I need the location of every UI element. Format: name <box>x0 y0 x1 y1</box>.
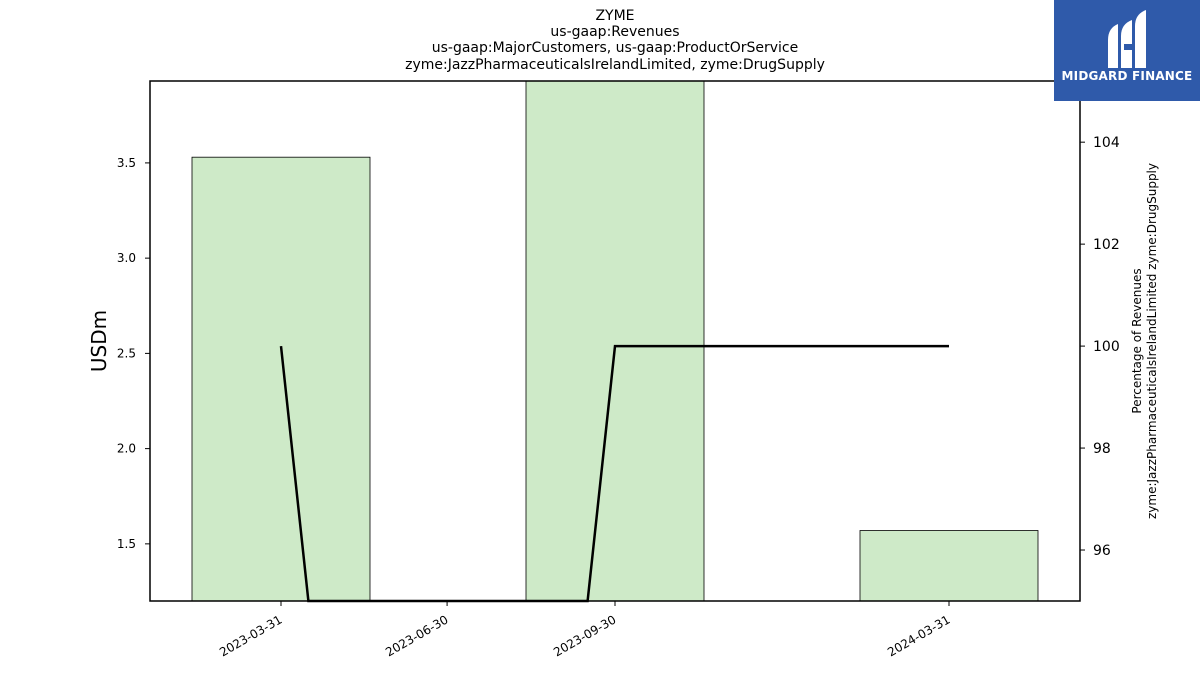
y2-tick-label-96: 96 <box>1093 543 1111 559</box>
y2-tick-label-100: 100 <box>1093 339 1120 355</box>
chart-title-line-4: zyme:JazzPharmaceuticalsIrelandLimited, … <box>405 57 825 73</box>
chart-title-line-2: us-gaap:Revenues <box>550 24 679 40</box>
midgard-logo-icon <box>1108 10 1146 68</box>
y-axis-left: 1.5 2.0 2.5 3.0 3.5 <box>117 156 150 551</box>
x-tick-label-2023-03-31: 2023-03-31 <box>217 612 284 659</box>
bar-2024-03-31 <box>859 530 1039 602</box>
y-axis-label-right-line-1: Percentage of Revenues <box>1130 268 1144 413</box>
chart-title-block: ZYME us-gaap:Revenues us-gaap:MajorCusto… <box>405 8 825 73</box>
bar-2023-09-30 <box>525 80 705 602</box>
x-tick-label-2023-06-30: 2023-06-30 <box>383 612 450 659</box>
x-tick-label-2024-03-31: 2024-03-31 <box>885 612 952 659</box>
y2-tick-label-98: 98 <box>1093 441 1111 457</box>
logo-text: MIDGARD FINANCE <box>1061 69 1193 83</box>
y-tick-label-2.5: 2.5 <box>117 346 136 360</box>
y-axis-label-right: Percentage of Revenues zyme:JazzPharmace… <box>1130 163 1159 519</box>
y-tick-label-3: 3.0 <box>117 251 136 265</box>
y2-tick-label-102: 102 <box>1093 237 1120 253</box>
bar-2023-03-31 <box>191 156 371 602</box>
chart-title-line-1: ZYME <box>595 8 634 24</box>
y2-tick-label-104: 104 <box>1093 135 1120 151</box>
x-axis: 2023-03-31 2023-06-30 2023-09-30 2024-03-31 <box>217 601 953 659</box>
y-axis-label-left: USDm <box>87 310 111 372</box>
x-tick-label-2023-09-30: 2023-09-30 <box>551 612 618 659</box>
y-tick-label-2: 2.0 <box>117 442 136 456</box>
y-axis-right: 96 98 100 102 104 <box>1080 135 1120 559</box>
bars-layer <box>191 80 1039 602</box>
midgard-finance-logo: MIDGARD FINANCE <box>1054 0 1200 101</box>
y-tick-label-3.5: 3.5 <box>117 156 136 170</box>
y-axis-label-right-line-2: zyme:JazzPharmaceuticalsIrelandLimited z… <box>1145 163 1159 519</box>
y-tick-label-1.5: 1.5 <box>117 537 136 551</box>
chart-title-line-3: us-gaap:MajorCustomers, us-gaap:ProductO… <box>432 40 798 56</box>
